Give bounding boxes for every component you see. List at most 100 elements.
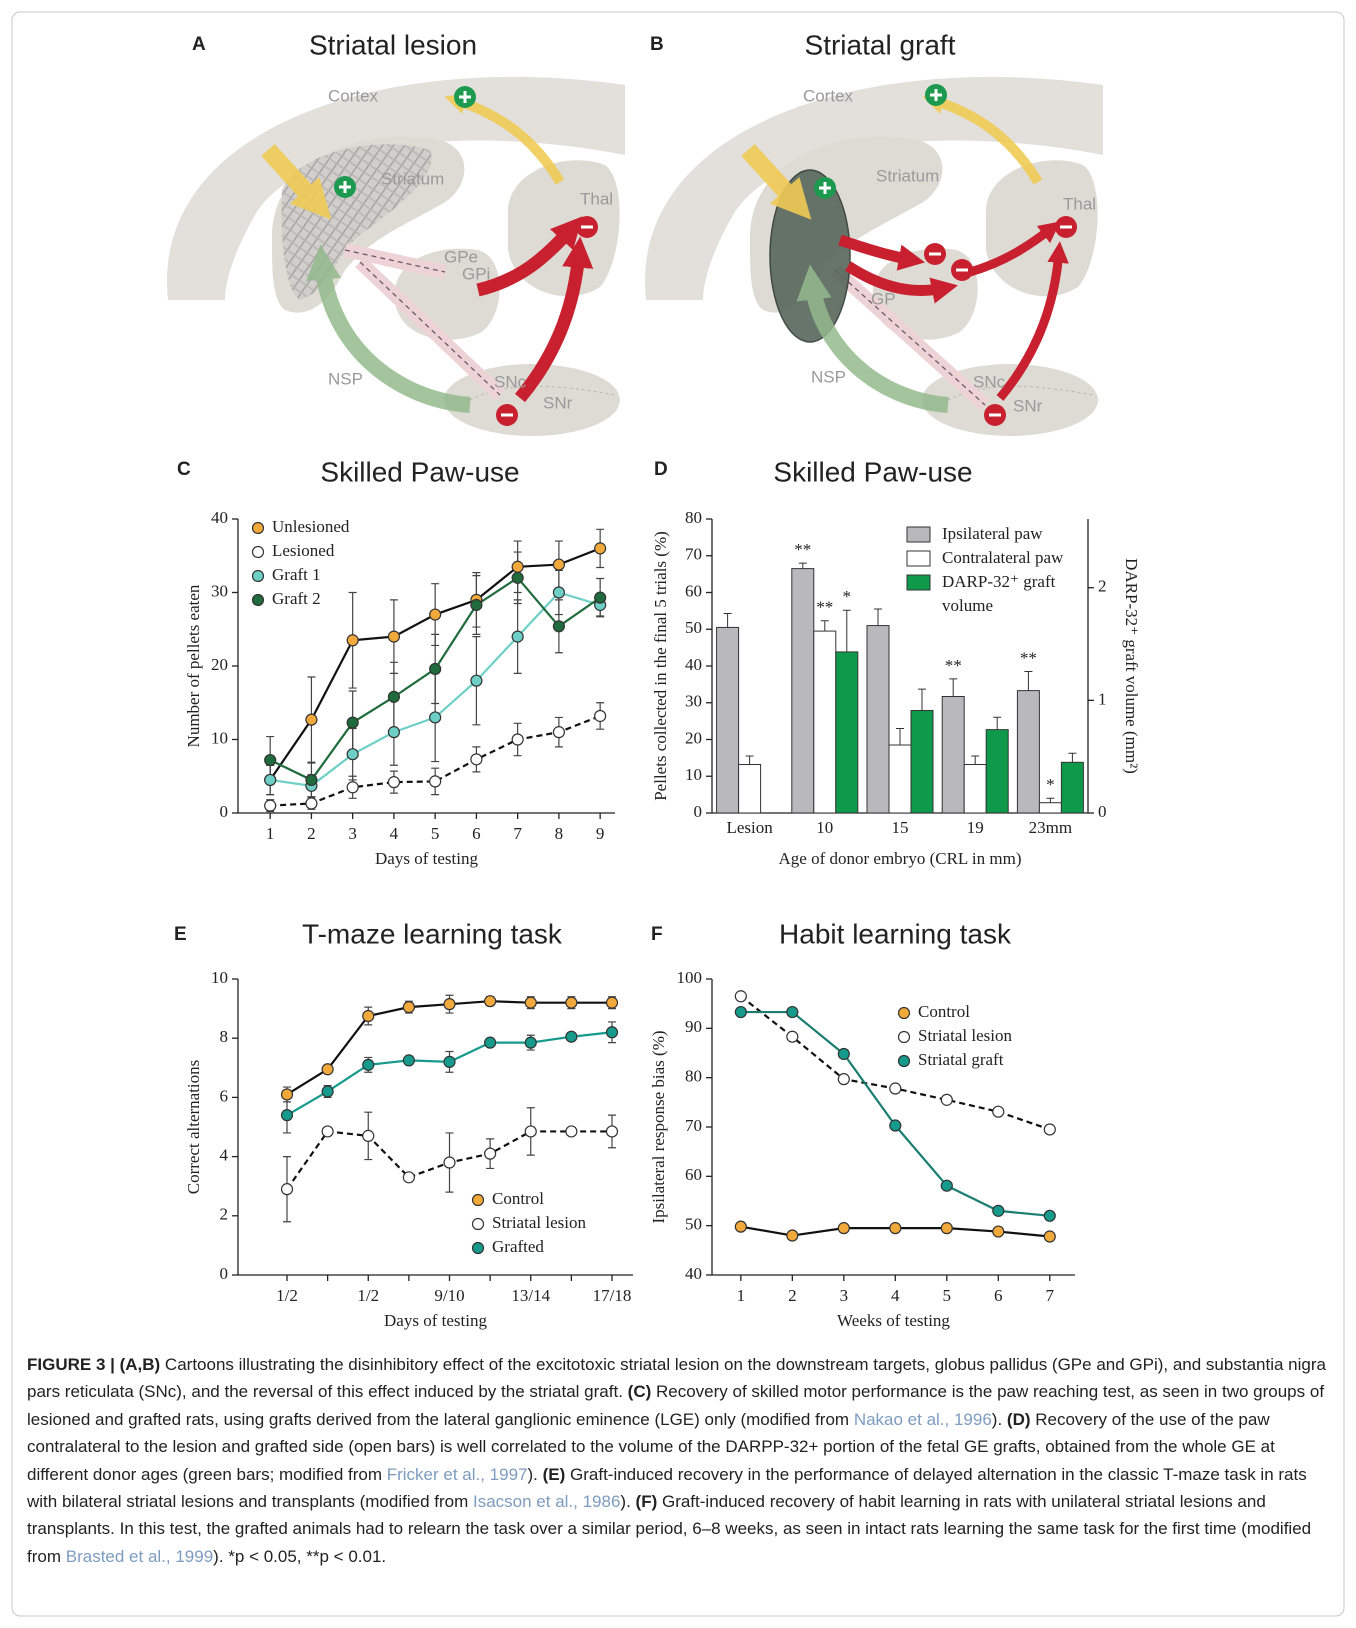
x-axis-label: Age of donor embryo (CRL in mm): [779, 849, 1022, 868]
region-label: NSP: [811, 367, 846, 386]
legend-label: Ipsilateral paw: [942, 524, 1043, 543]
region-label: Cortex: [328, 86, 379, 105]
y2-axis-label: DARP-32⁺ graft volume (mm²): [1122, 558, 1141, 774]
y-tick-label: 4: [220, 1146, 229, 1165]
bar: [942, 697, 964, 813]
y-tick-label: 40: [211, 508, 228, 527]
caption-text: ).: [620, 1492, 635, 1511]
legend-label: Graft 1: [272, 565, 321, 584]
data-point: [512, 631, 523, 642]
data-point: [403, 1055, 414, 1066]
data-point: [363, 1059, 374, 1070]
x-axis-label: Days of testing: [384, 1311, 487, 1330]
significance-label: **: [794, 540, 811, 559]
y-tick-label: 90: [685, 1017, 702, 1036]
data-point: [735, 991, 746, 1002]
x-tick-label: 5: [431, 824, 440, 843]
data-point: [403, 1002, 414, 1013]
data-point: [388, 691, 399, 702]
panel-letter: B: [650, 34, 664, 55]
y-tick-label: 80: [685, 508, 702, 527]
region-label: Cortex: [803, 86, 854, 105]
data-point: [553, 587, 564, 598]
region-label: NSP: [328, 369, 363, 388]
bar: [986, 730, 1008, 813]
data-point: [1044, 1124, 1055, 1135]
error-bar: [1046, 798, 1054, 802]
legend-label: Lesioned: [272, 541, 335, 560]
caption-text: (C): [628, 1382, 652, 1401]
data-point: [525, 1037, 536, 1048]
x-tick-label: 17/18: [593, 1286, 632, 1305]
region-label: Striatum: [876, 166, 939, 185]
panel-title: Striatal lesion: [309, 29, 477, 60]
data-point: [941, 1180, 952, 1191]
error-bar: [1068, 753, 1076, 762]
data-point: [735, 1007, 746, 1018]
caption-text: (D): [1007, 1410, 1031, 1429]
data-point: [347, 635, 358, 646]
significance-label: *: [843, 587, 852, 606]
error-bar: [918, 689, 926, 710]
data-point: [941, 1094, 952, 1105]
data-point: [993, 1205, 1004, 1216]
bar: [1017, 691, 1039, 813]
error-bar: [843, 610, 851, 652]
caption-link[interactable]: Isacson et al., 1986: [473, 1492, 620, 1511]
x-tick-label: 2: [307, 824, 316, 843]
bar: [964, 764, 986, 813]
data-point: [607, 1126, 618, 1137]
significance-label: **: [1020, 648, 1037, 667]
data-point: [838, 1223, 849, 1234]
x-tick-label: 15: [892, 818, 909, 837]
bar: [889, 745, 911, 813]
region-label: Thal: [1063, 194, 1096, 213]
y-tick-label: 60: [685, 1165, 702, 1184]
data-point: [347, 782, 358, 793]
caption-link[interactable]: Nakao et al., 1996: [854, 1410, 992, 1429]
y-tick-label: 10: [211, 728, 228, 747]
y-tick-label: 8: [220, 1027, 229, 1046]
data-point: [282, 1184, 293, 1195]
y-tick-label: 60: [685, 581, 702, 600]
legend-swatch: [907, 551, 930, 566]
error-bar: [949, 679, 957, 697]
y-tick-label: 0: [220, 802, 229, 821]
data-point: [838, 1074, 849, 1085]
x-tick-label: 9: [596, 824, 605, 843]
data-point: [787, 1007, 798, 1018]
legend-label: DARP-32⁺ graft volume: [942, 572, 1060, 615]
data-point: [444, 999, 455, 1010]
chart-title: Skilled Paw-use: [773, 456, 972, 487]
caption-link[interactable]: Brasted et al., 1999: [66, 1547, 213, 1566]
error-bar: [874, 609, 882, 626]
error-bar: [896, 728, 904, 745]
data-point: [471, 754, 482, 765]
data-point: [512, 734, 523, 745]
legend-marker: [899, 1056, 910, 1067]
bar: [1039, 803, 1061, 813]
y2-tick-label: 0: [1098, 802, 1107, 821]
x-tick-label: 9/10: [434, 1286, 464, 1305]
region-label: Thal: [580, 189, 613, 208]
data-point: [941, 1223, 952, 1234]
legend-label: Control: [918, 1002, 970, 1021]
data-point: [306, 774, 317, 785]
legend-swatch: [907, 575, 930, 590]
data-point: [265, 800, 276, 811]
series-line: [287, 1001, 612, 1094]
bar: [911, 710, 933, 813]
data-point: [322, 1126, 333, 1137]
y-tick-label: 50: [685, 1215, 702, 1234]
data-point: [282, 1089, 293, 1100]
data-point: [1044, 1210, 1055, 1221]
data-point: [306, 714, 317, 725]
region-label: SNc: [973, 372, 1006, 391]
significance-label: **: [945, 656, 962, 675]
y-tick-label: 0: [220, 1264, 229, 1283]
caption-link[interactable]: Fricker et al., 1997: [387, 1465, 528, 1484]
data-point: [444, 1157, 455, 1168]
caption-text: ).: [528, 1465, 543, 1484]
data-point: [525, 997, 536, 1008]
y-axis-label: Pellets collected in the final 5 trials …: [651, 531, 670, 801]
